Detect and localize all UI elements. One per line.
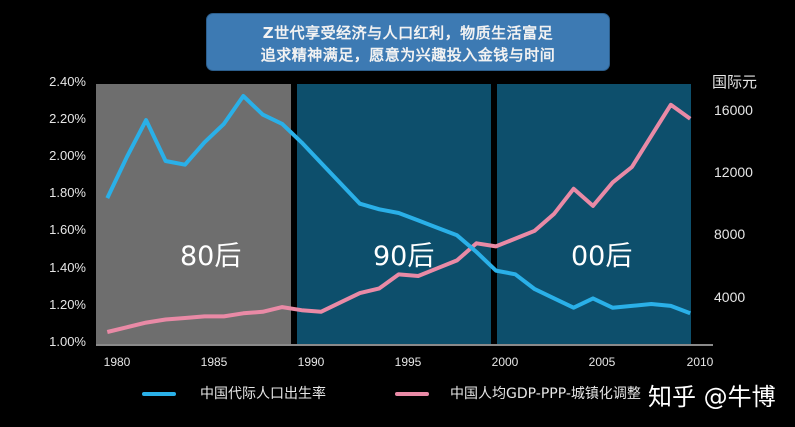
- era-band-80s: [96, 84, 291, 344]
- y-left-tick: 1.60%: [49, 222, 86, 237]
- y-left-tick: 1.40%: [49, 260, 86, 275]
- x-tick: 1990: [297, 355, 325, 369]
- legend-swatch-gdp: [395, 392, 429, 396]
- watermark: 知乎 @牛博: [648, 383, 776, 411]
- birth-rate-line: [105, 94, 691, 316]
- title-banner: Z世代享受经济与人口红利，物质生活富足 追求精神满足，愿意为兴趣投入金钱与时间: [206, 13, 610, 71]
- y-left-tick: 2.40%: [49, 74, 86, 89]
- era-label-90s: 90后: [373, 241, 434, 272]
- y-left-tick: 2.00%: [49, 148, 86, 163]
- legend-swatch-birth-rate: [142, 392, 176, 396]
- legend-label-gdp: 中国人均GDP-PPP-城镇化调整: [450, 386, 641, 402]
- era-label-00s: 00后: [571, 241, 632, 272]
- x-tick: 2010: [686, 355, 714, 369]
- title-line-1: Z世代享受经济与人口红利，物质生活富足: [262, 24, 554, 42]
- legend-label-birth-rate: 中国代际人口出生率: [200, 386, 326, 402]
- era-label-80s: 80后: [180, 241, 241, 272]
- gdp-line: [106, 102, 692, 334]
- y-right-tick: 16000: [714, 102, 753, 118]
- y-right-tick: 8000: [714, 226, 746, 242]
- y-left-tick: 1.00%: [49, 334, 86, 349]
- y-right-tick: 4000: [714, 289, 746, 305]
- y-right-tick: 12000: [714, 164, 753, 180]
- y-left-tick: 1.80%: [49, 185, 86, 200]
- x-tick: 1980: [103, 355, 131, 369]
- y-left-tick: 2.20%: [49, 111, 86, 126]
- y-right-unit: 国际元: [712, 73, 758, 91]
- x-tick: 2000: [491, 355, 519, 369]
- x-tick: 2005: [588, 355, 616, 369]
- y-left-tick: 1.20%: [49, 297, 86, 312]
- x-tick: 1995: [394, 355, 422, 369]
- x-tick: 1985: [200, 355, 228, 369]
- title-line-2: 追求精神满足，愿意为兴趣投入金钱与时间: [260, 46, 556, 64]
